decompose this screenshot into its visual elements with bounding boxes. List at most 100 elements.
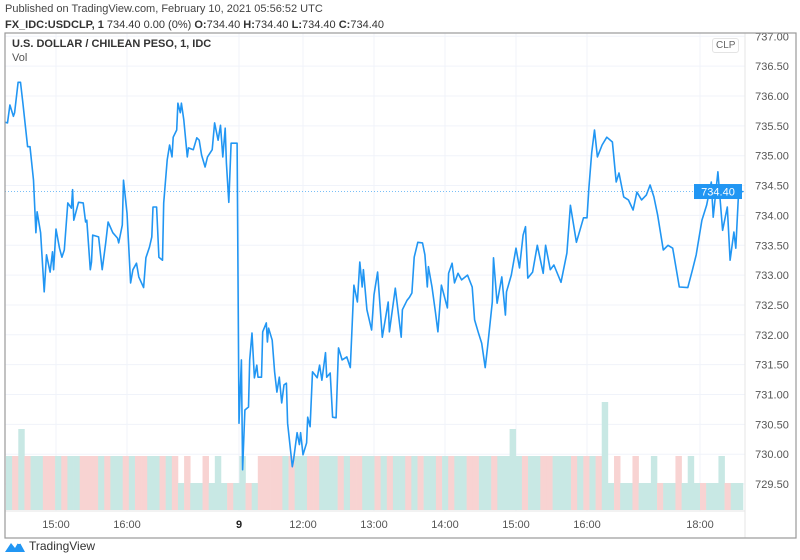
volume-bar <box>607 483 615 510</box>
volume-bar <box>6 456 13 510</box>
volume-bar <box>724 483 732 510</box>
symbol-quote-line: FX_IDC:USDCLP, 1 734.40 0.00 (0%) O:734.… <box>5 19 384 31</box>
y-tick-label: 732.00 <box>755 330 789 342</box>
volume-bar <box>349 456 357 510</box>
volume-bar <box>478 456 486 510</box>
volume-bar <box>239 456 246 510</box>
y-tick-label: 730.00 <box>755 449 789 461</box>
y-tick-label: 735.50 <box>755 121 789 133</box>
x-tick-label: 16:00 <box>113 519 141 531</box>
volume-legend: Vol <box>12 52 28 64</box>
volume-bar <box>165 456 173 510</box>
y-tick-label: 733.00 <box>755 270 789 282</box>
volume-bar <box>282 456 289 510</box>
volume-bar <box>595 456 603 510</box>
volume-bar <box>220 483 228 510</box>
volume-bar <box>177 483 185 510</box>
volume-bar <box>313 456 320 510</box>
x-tick-label: 14:00 <box>431 519 459 531</box>
volume-bar <box>48 456 56 510</box>
volume-bar <box>190 483 197 510</box>
volume-bar <box>540 456 547 510</box>
volume-bar <box>147 456 154 510</box>
volume-bar <box>577 456 584 510</box>
y-tick-label: 732.50 <box>755 300 789 312</box>
volume-bar <box>663 483 670 510</box>
volume-bar <box>55 456 62 510</box>
volume-bar <box>687 456 695 510</box>
y-tick-label: 735.00 <box>755 151 789 163</box>
tradingview-logo[interactable]: TradingView <box>4 539 95 553</box>
x-axis[interactable]: 15:00 16:00 9 12:00 13:00 14:00 15:00 16:00 18:0… <box>42 519 714 531</box>
x-tick-label: 12:00 <box>289 519 317 531</box>
volume-bar <box>85 456 93 510</box>
volume-bar <box>61 456 68 510</box>
y-axis[interactable]: 737.00 736.50 736.00 735.50 735.00 734.50 734.… <box>755 31 789 491</box>
volume-bar <box>36 456 44 510</box>
volume-bar <box>521 456 529 510</box>
volume-bar <box>626 483 633 510</box>
volume-bar <box>700 483 707 510</box>
volume-bar <box>134 456 142 510</box>
volume-bar <box>417 456 424 510</box>
volume-bar <box>386 456 394 510</box>
volume-bar <box>491 456 498 510</box>
volume-bar <box>67 456 74 510</box>
currency-badge[interactable]: CLP <box>712 38 740 53</box>
volume-bar <box>650 456 658 510</box>
volume-bar <box>306 456 314 510</box>
y-tick-label: 731.00 <box>755 390 789 402</box>
volume-bar <box>472 456 480 510</box>
volume-bar <box>405 456 412 510</box>
volume-bar <box>718 456 725 510</box>
volume-bar <box>730 483 738 510</box>
volume-bar <box>423 456 431 510</box>
volume-bar <box>331 456 338 510</box>
volume-bar <box>411 456 418 510</box>
volume-bar <box>116 456 123 510</box>
volume-bar <box>657 483 664 510</box>
volume-bar <box>675 456 682 510</box>
volume-bar <box>435 456 443 510</box>
y-tick-label: 736.50 <box>755 61 789 73</box>
volume-bar <box>712 483 719 510</box>
volume-bar <box>558 456 566 510</box>
volume-bar <box>263 456 271 510</box>
volume-bars <box>6 402 744 510</box>
volume-bar <box>251 483 259 510</box>
volume-bar <box>632 456 639 510</box>
volume-bar <box>300 456 308 510</box>
x-tick-label: 16:00 <box>573 519 601 531</box>
x-tick-label: 9 <box>236 519 242 531</box>
volume-bar <box>79 456 87 510</box>
volume-bar <box>368 456 375 510</box>
volume-bar <box>91 456 99 510</box>
low-value: 734.40 <box>302 19 336 31</box>
high-value: 734.40 <box>254 19 289 31</box>
volume-bar <box>319 456 326 510</box>
volume-bar <box>233 483 240 510</box>
volume-bar <box>270 456 277 510</box>
volume-bar <box>583 456 590 510</box>
volume-bar <box>638 483 646 510</box>
volume-bar <box>362 456 369 510</box>
volume-bar <box>644 483 652 510</box>
brand-name: TradingView <box>29 539 96 553</box>
volume-bar <box>159 456 166 510</box>
tradingview-logo-icon <box>5 540 25 552</box>
y-tick-label: 733.50 <box>755 240 789 252</box>
volume-bar <box>681 483 689 510</box>
volume-bar <box>454 456 461 510</box>
volume-bar <box>153 456 160 510</box>
volume-bar <box>288 456 295 510</box>
volume-bar <box>564 456 572 510</box>
published-info: Published on TradingView.com, February 1… <box>5 3 323 15</box>
x-tick-label: 15:00 <box>502 519 530 531</box>
volume-bar <box>325 456 332 510</box>
volume-bar <box>128 456 136 510</box>
close-label: C: <box>338 19 351 31</box>
volume-bar <box>601 402 609 510</box>
volume-bar <box>24 456 31 510</box>
volume-bar <box>110 456 117 510</box>
